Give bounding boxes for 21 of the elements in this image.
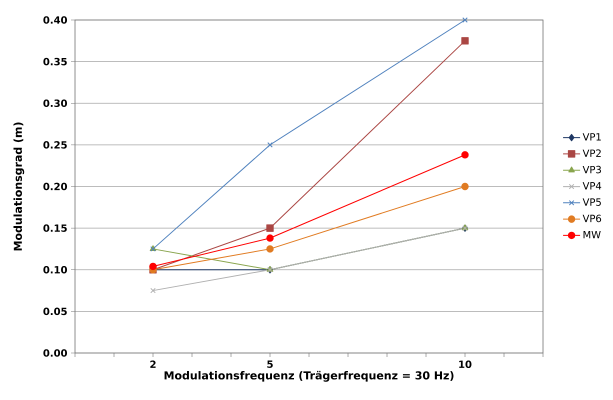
y-tick-label: 0.20 [43, 182, 68, 190]
y-tick-label: 0.10 [43, 266, 68, 274]
x-tick-label: 5 [267, 360, 273, 368]
y-tick-label: 0.30 [43, 99, 68, 108]
x-tick-label: 2 [150, 360, 156, 368]
legend-label: VP1 [582, 133, 601, 140]
y-axis-title: Modulationsgrad (m) [14, 122, 24, 250]
x-tick-label: 10 [459, 360, 472, 368]
y-tick-label: 0.40 [43, 16, 68, 24]
legend-label: VP6 [582, 214, 602, 222]
y-tick-label: 0.05 [43, 308, 67, 316]
legend-label: VP4 [582, 182, 602, 190]
y-tick-label: 0.35 [43, 58, 67, 66]
y-tick-label: 0.25 [43, 141, 67, 149]
y-tick-label: 0.15 [43, 224, 67, 232]
legend-label: MW [584, 231, 601, 238]
y-tick-label: 0.00 [43, 349, 68, 357]
legend-label: VP3 [582, 166, 601, 174]
legend-label: VP5 [582, 198, 601, 206]
legend-label: VP2 [582, 149, 601, 157]
x-axis-title: Modulationsfrequenz (Trägerfrequenz = 30 Hz) [164, 370, 454, 382]
